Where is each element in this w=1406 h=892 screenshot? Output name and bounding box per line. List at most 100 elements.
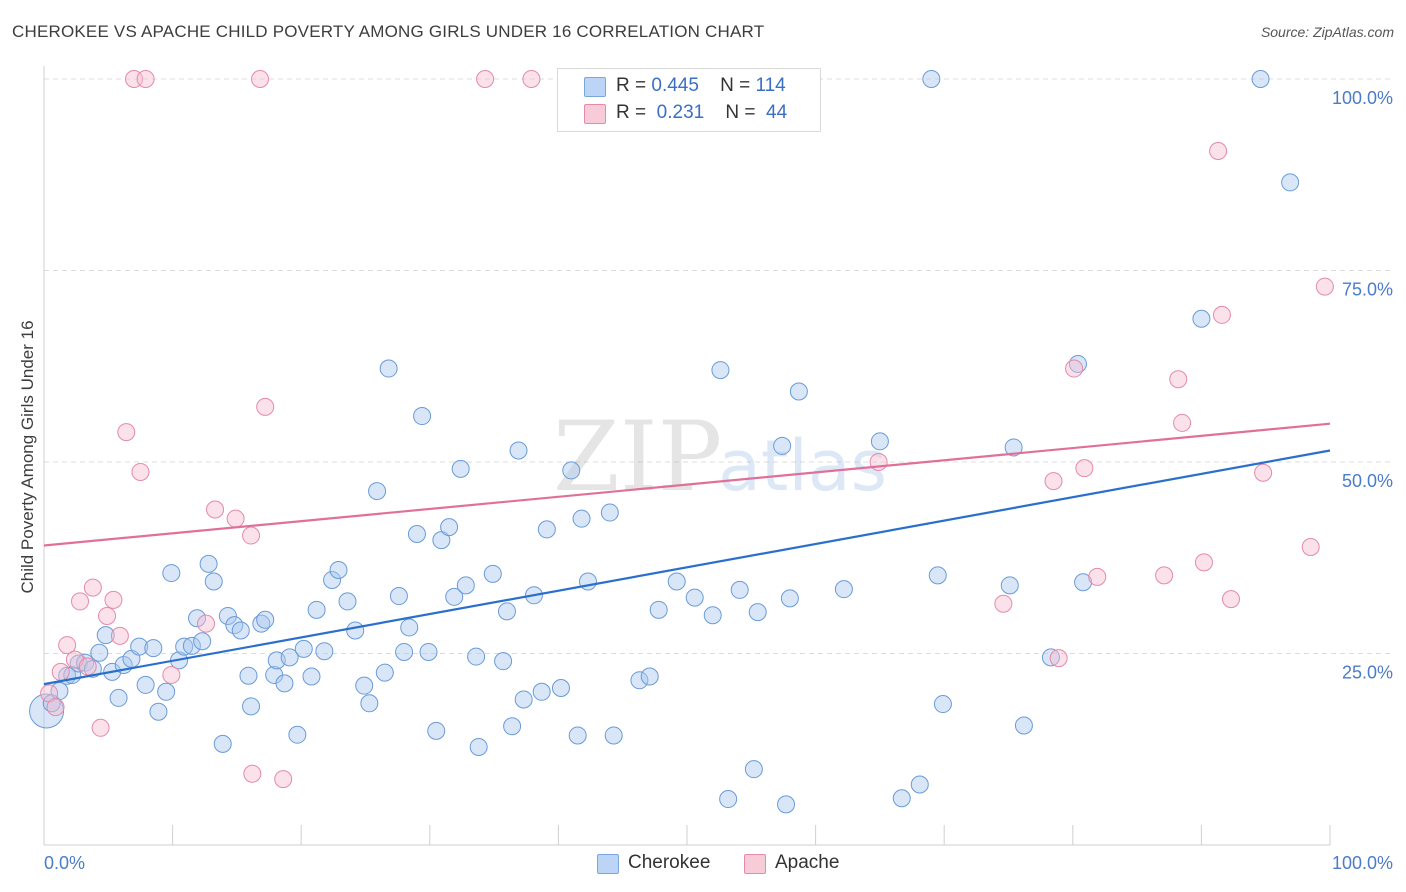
- apache-point: [251, 70, 270, 88]
- apache-point: [83, 578, 102, 597]
- apache-point: [78, 657, 97, 676]
- cherokee-point: [338, 592, 357, 611]
- cherokee-point: [162, 564, 181, 583]
- cherokee-point: [360, 694, 379, 713]
- cherokee-point: [231, 621, 250, 640]
- apache-point: [1315, 277, 1334, 296]
- apache-point: [522, 70, 541, 88]
- apache-point: [117, 423, 136, 442]
- apache-point: [1065, 359, 1084, 378]
- apache-point: [1075, 459, 1094, 478]
- y-tick-label: 50.0%: [1342, 471, 1393, 491]
- cherokee-point: [568, 726, 587, 745]
- cherokee-point: [294, 639, 313, 658]
- apache-point: [136, 70, 155, 88]
- cherokee-point: [451, 459, 470, 478]
- source-label: Source: ZipAtlas.com: [1260, 24, 1394, 40]
- cherokee-point: [892, 789, 911, 808]
- cherokee-point: [928, 566, 947, 585]
- cherokee-point: [509, 441, 528, 460]
- cherokee-point: [400, 618, 419, 637]
- apache-point: [1254, 463, 1273, 482]
- cherokee-point: [532, 682, 551, 701]
- stats-legend: R = 0.445 N = 114 R = 0.231 N = 44: [557, 68, 821, 132]
- cherokee-point: [1281, 173, 1300, 192]
- apache-legend-swatch: [744, 854, 766, 874]
- cherokee-point: [537, 520, 556, 539]
- cherokee-point: [467, 647, 486, 666]
- apache-point: [1088, 567, 1107, 586]
- cherokee-point: [562, 461, 581, 480]
- apache-point: [71, 592, 90, 611]
- apache-point: [131, 462, 150, 481]
- tick-labels: 25.0% 50.0% 75.0% 100.0% 0.0% 100.0%: [44, 88, 1393, 873]
- cherokee-point: [600, 503, 619, 522]
- cherokee-point: [213, 734, 232, 753]
- cherokee-point: [789, 382, 808, 401]
- apache-point: [98, 606, 117, 625]
- apache-point: [206, 500, 225, 519]
- cherokee-point: [368, 482, 387, 501]
- cherokee-point: [497, 602, 516, 621]
- cherokee-point: [777, 795, 796, 814]
- x-tick-label-max: 100.0%: [1332, 853, 1393, 873]
- cherokee-point: [1074, 573, 1093, 592]
- cherokee-point: [1000, 576, 1019, 595]
- apache-trend-line: [43, 422, 1331, 547]
- cherokee-legend-swatch: [597, 854, 619, 874]
- apache-points: [40, 70, 1334, 789]
- cherokee-point: [427, 721, 446, 740]
- apache-point: [1221, 590, 1240, 609]
- cherokee-point: [748, 603, 767, 622]
- cherokee-point: [494, 652, 513, 671]
- trend-lines: [43, 422, 1331, 686]
- cherokee-point: [136, 675, 155, 694]
- cherokee-point: [514, 690, 533, 709]
- cherokee-point: [413, 407, 432, 426]
- cherokee-r-value: 0.445: [651, 75, 699, 96]
- cherokee-point: [440, 518, 459, 537]
- cherokee-point: [379, 359, 398, 378]
- cherokee-point: [640, 667, 659, 686]
- apache-point: [197, 614, 216, 633]
- apache-point: [1209, 142, 1228, 161]
- y-tick-label: 75.0%: [1342, 280, 1393, 300]
- cherokee-point: [1004, 438, 1023, 457]
- cherokee-point: [182, 636, 201, 655]
- apache-point: [476, 70, 495, 88]
- y-tick-label: 25.0%: [1342, 663, 1393, 683]
- apache-point: [226, 509, 245, 528]
- cherokee-point: [773, 436, 792, 455]
- cherokee-point: [315, 642, 334, 661]
- apache-point: [1044, 472, 1063, 491]
- apache-swatch: [584, 104, 606, 124]
- watermark: ZIP atlas: [553, 401, 887, 513]
- cherokee-point: [744, 760, 763, 779]
- cherokee-point: [780, 589, 799, 608]
- cherokee-point: [307, 600, 326, 619]
- apache-point: [256, 397, 275, 416]
- chart-title: CHEROKEE VS APACHE CHILD POVERTY AMONG G…: [12, 22, 765, 41]
- watermark-atlas: atlas: [718, 425, 887, 507]
- cherokee-point: [711, 361, 730, 380]
- apache-point: [104, 590, 123, 609]
- apache-legend-label: Apache: [775, 852, 840, 873]
- apache-point: [46, 698, 65, 717]
- cherokee-point: [1014, 716, 1033, 735]
- cherokee-point: [375, 663, 394, 682]
- cherokee-point: [469, 737, 488, 756]
- y-axis-label: Child Poverty Among Girls Under 16: [18, 320, 37, 593]
- apache-point: [1212, 305, 1231, 324]
- apache-n-label: N =: [725, 102, 756, 123]
- cherokee-point: [355, 676, 374, 695]
- cherokee-point: [157, 682, 176, 701]
- cherokee-point: [456, 576, 475, 595]
- y-tick-label: 100.0%: [1332, 88, 1393, 108]
- apache-point: [1155, 566, 1174, 585]
- cherokee-point: [149, 702, 168, 721]
- cherokee-point: [346, 621, 365, 640]
- apache-point: [1173, 413, 1192, 432]
- cherokee-point: [175, 637, 194, 656]
- cherokee-point: [730, 580, 749, 599]
